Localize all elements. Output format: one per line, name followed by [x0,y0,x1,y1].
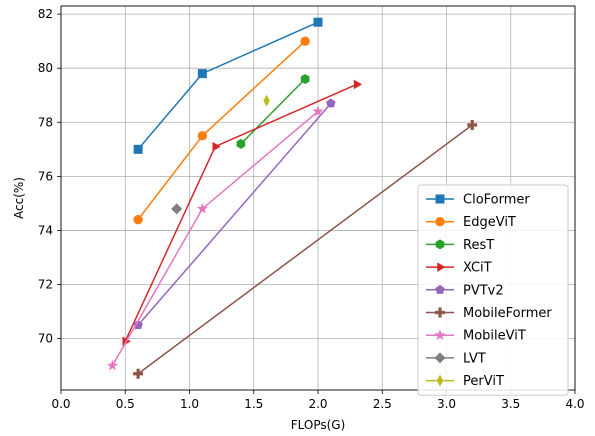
y-tick-label: 70 [38,332,53,346]
series-group [106,17,478,379]
data-point-edgevit [133,214,143,225]
legend-item-xcit: XCiT [426,261,492,276]
data-point-xcit [212,141,221,152]
legend-label: ResT [463,238,494,253]
data-point-xcit [353,79,363,90]
legend-swatch-marker [437,262,446,272]
legend-swatch-marker [435,307,445,318]
legend-label: LVT [463,351,486,366]
series-mobilevit [106,105,324,371]
legend-swatch-marker [434,352,446,364]
data-point-cloformer [313,17,323,27]
legend-swatch-marker [434,329,446,340]
legend-box [417,184,569,396]
x-tick-label: 1.0 [180,397,199,411]
series-rest [236,74,310,149]
x-tick-label: 1.5 [244,397,263,411]
data-point-rest [300,74,310,85]
data-point-mobileformer [133,368,144,379]
legend-item-pervit: PerViT [426,374,504,389]
series-line-mobileformer [137,124,473,375]
legend-label: XCiT [463,261,492,276]
legend-item-cloformer: CloFormer [426,193,530,208]
series-mobileformer [133,119,478,379]
x-tick-label: 2.0 [308,397,327,411]
series-lvt [171,203,183,215]
y-tick-label: 72 [38,278,53,292]
data-point-mobilevit [106,359,118,371]
grid [60,6,576,390]
legend-label: PerViT [463,374,504,389]
data-point-pervit [263,94,270,107]
series-edgevit [133,36,310,225]
legend-item-mobilevit: MobileViT [426,329,526,344]
y-tick-label: 82 [38,7,53,21]
series-line-cloformer [137,21,319,150]
y-axis-label: Acc(%) [12,177,26,219]
legend-item-rest: ResT [426,238,494,253]
series-xcit [122,79,363,347]
data-point-mobilevit [312,105,324,117]
y-tick-label: 76 [38,169,53,183]
legend-label: EdgeViT [463,215,516,230]
legend-swatch-marker [435,284,445,294]
series-line-rest [240,78,306,145]
y-tick-label: 78 [38,115,53,129]
legend-item-pvtv2: PVTv2 [426,283,504,298]
data-point-cloformer [133,144,143,154]
legend-label: MobileViT [463,329,526,344]
legend-swatch-marker [435,239,445,250]
data-point-mobilevit [196,203,208,214]
y-tick-label: 80 [38,61,53,75]
data-point-edgevit [300,36,310,46]
x-axis-label: FLOPs(G) [291,418,346,432]
data-point-lvt [171,203,183,215]
data-point-mobileformer [467,119,478,130]
legend-item-edgevit: EdgeViT [426,215,516,230]
data-point-pvtv2 [326,98,336,108]
data-point-rest [236,138,246,149]
data-point-pvtv2 [133,320,143,330]
data-point-cloformer [197,69,207,79]
legend-swatch-marker [436,374,444,387]
legend-label: MobileFormer [463,306,552,321]
x-tick-label: 3.0 [437,397,456,411]
series-line-pvtv2 [137,102,332,326]
legend-label: CloFormer [463,193,530,208]
x-tick-label: 3.5 [501,397,520,411]
x-tick-label: 2.5 [373,397,392,411]
y-tick-label: 74 [38,223,53,237]
legend-swatch-marker [435,194,445,204]
series-pvtv2 [133,98,336,330]
legend-label: PVTv2 [463,283,504,298]
legend-item-lvt: LVT [426,351,486,366]
x-tick-label: 0.5 [116,397,135,411]
legend-item-mobileformer: MobileFormer [426,306,552,321]
legend: CloFormer EdgeViT ResT XCiT PVTv2 MobileForme… [417,184,569,396]
series-pervit [263,94,270,107]
x-tick-label: 0.0 [51,397,70,411]
axis-ticks: 0.0 0.5 1.0 1.5 2.0 2.5 3.0 3.5 4.0 70 72 74 76 78 80 8… [38,7,585,411]
series-cloformer [133,17,323,154]
legend-swatch-marker [435,217,445,227]
x-tick-label: 4.0 [565,397,584,411]
data-point-edgevit [197,131,208,141]
